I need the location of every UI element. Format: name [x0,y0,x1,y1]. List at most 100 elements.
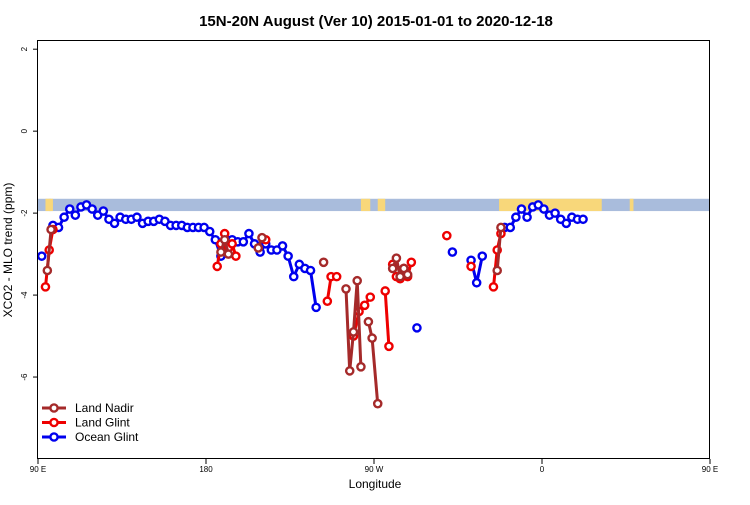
legend-marker [49,403,59,413]
data-point [380,286,391,296]
data-point [365,292,376,302]
data-point [40,282,51,292]
series-land-glint [40,224,506,352]
data-point [505,222,516,233]
data-point [87,204,97,214]
data-point [223,249,234,259]
data-point [311,302,321,313]
land-segment [45,198,52,212]
data-point [539,204,549,214]
x-tick-label: 90 E [702,465,718,474]
series-line [344,279,363,373]
y-tick-label: -2 [20,209,29,217]
data-point [516,204,527,214]
data-point [395,271,405,282]
plot-frame [37,40,710,459]
x-axis-label: Longitude [349,477,402,491]
data-point [477,251,488,261]
data-point [212,261,222,272]
data-point [253,243,264,253]
data-point [283,251,293,261]
data-point [372,398,383,409]
data-point [348,327,359,337]
data-point [219,234,230,245]
legend-label: Land Glint [75,416,130,430]
data-point [496,222,506,233]
data-point [402,269,413,280]
data-point [98,206,109,216]
data-point [412,323,422,333]
land-segment [360,198,371,212]
data-point [70,210,81,220]
x-tick-label: 90 W [365,465,384,474]
x-tick-label: 90 E [30,465,46,474]
legend-item-ocean-glint: Ocean Glint [42,430,139,444]
legend-label: Land Nadir [75,401,134,415]
data-point [550,208,560,218]
data-point [471,277,482,288]
x-tick-label: 0 [540,465,545,474]
series-layer [36,200,588,409]
data-point [42,265,53,276]
y-tick-label: 0 [20,128,29,133]
land-segment [377,198,386,212]
chart-title: 15N-20N August (Ver 10) 2015-01-01 to 20… [199,13,553,30]
land-segment [499,198,602,212]
data-point [511,212,521,223]
data-point [488,282,499,292]
data-point [305,265,316,276]
series-line [45,229,53,271]
legend-marker [49,432,59,442]
series-ocean-glint [36,200,588,333]
data-point [344,366,355,376]
data-point [227,239,237,249]
map-band [38,198,710,212]
data-point [522,212,532,223]
series-line [495,227,503,271]
data-point [447,247,458,257]
data-point [244,228,254,239]
data-point [59,212,69,223]
legend-item-land-glint: Land Glint [42,416,130,430]
data-point [64,204,75,214]
y-tick-label: 2 [20,46,29,51]
x-axis: 90 E 180 90 W 0 90 E [30,459,718,474]
data-point [331,271,342,282]
data-point [406,257,417,268]
data-point [204,226,215,237]
data-point [359,300,370,311]
legend-label: Ocean Glint [75,430,139,444]
data-point [356,361,366,372]
legend-item-land-nadir: Land Nadir [42,401,134,415]
data-point [132,212,142,223]
data-point [216,247,226,257]
data-point [441,230,452,241]
data-point [561,218,572,229]
legend-marker [49,417,59,428]
data-point [36,251,47,261]
data-point [341,284,351,294]
data-point [352,275,363,286]
series-line [383,290,391,347]
data-point [363,316,374,327]
data-point [322,296,333,307]
data-point [288,271,299,282]
data-point [318,257,329,268]
data-point [492,265,503,276]
data-point [367,333,377,343]
data-point [466,261,476,272]
data-point [257,232,267,243]
land-segment [629,198,634,212]
ocean-band [38,198,710,212]
y-tick-label: -4 [20,291,29,299]
data-point [387,263,398,274]
y-axis-label: XCO2 - MLO trend (ppm) [1,183,15,318]
data-point [238,237,249,247]
data-point [384,341,394,352]
data-point [277,241,288,251]
data-point [578,214,588,225]
x-tick-label: 180 [199,465,213,474]
